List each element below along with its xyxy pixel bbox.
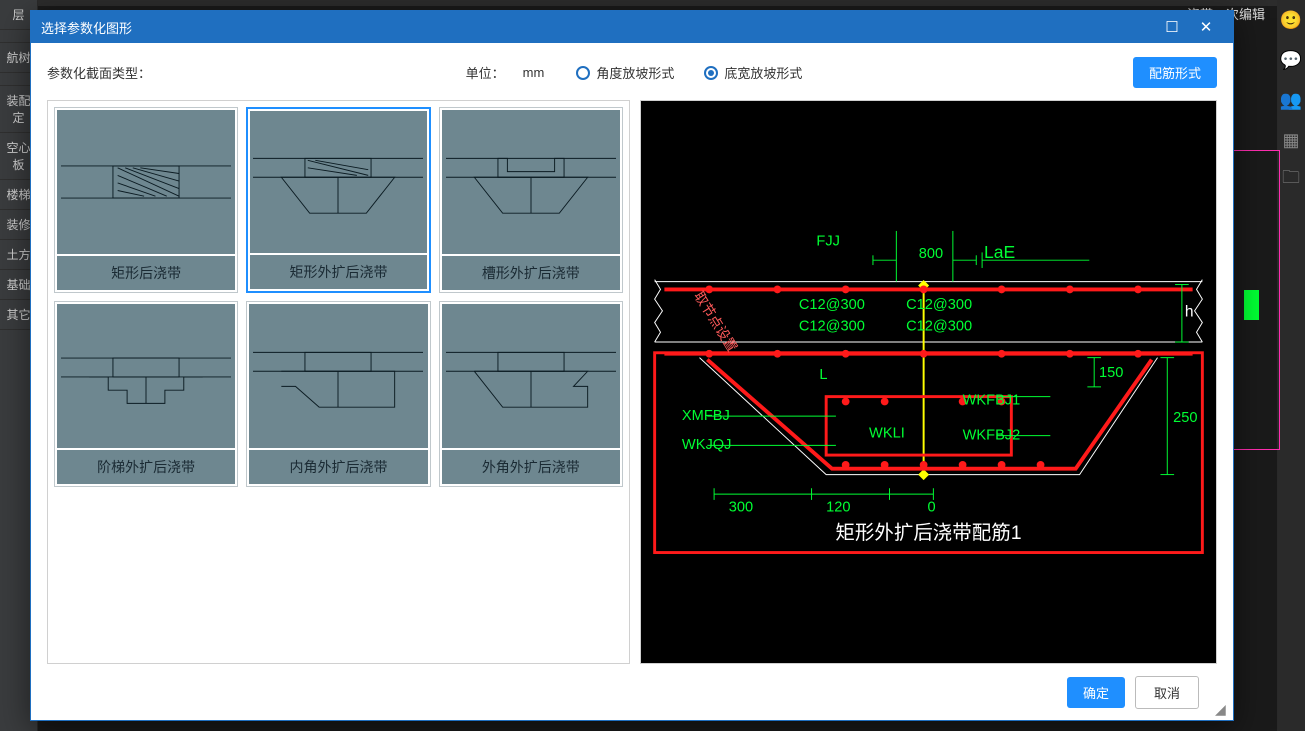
lbl-c12a: C12@300 [799, 297, 865, 313]
avatar-icon[interactable]: 🙂 [1277, 0, 1305, 40]
lbl-0: 0 [928, 500, 936, 516]
lbl-150: 150 [1099, 365, 1123, 381]
thumbnail-grid-panel: 矩形后浇带 矩形外扩后浇带 [47, 100, 630, 664]
radio-dot [704, 66, 718, 80]
radio-width-label: 底宽放坡形式 [724, 63, 802, 82]
lbl-800: 800 [919, 246, 943, 262]
cube-icon[interactable]: ▦ [1277, 120, 1305, 160]
radio-angle-slope[interactable]: 角度放坡形式 [576, 63, 674, 82]
thumb-caption: 阶梯外扩后浇带 [57, 450, 235, 484]
lbl-c12d: C12@300 [906, 318, 972, 334]
dialog-top-row: 参数化截面类型： 单位： mm 角度放坡形式 底宽放坡形式 配筋形式 [47, 57, 1217, 88]
thumb-step-ext[interactable]: 阶梯外扩后浇带 [54, 301, 238, 487]
radio-angle-label: 角度放坡形式 [596, 63, 674, 82]
cancel-button[interactable]: 取消 [1135, 676, 1199, 709]
thumb-rect[interactable]: 矩形后浇带 [54, 107, 238, 293]
thumb-rect-ext[interactable]: 矩形外扩后浇带 [246, 107, 430, 293]
group-icon[interactable]: 👥 [1277, 80, 1305, 120]
lbl-wkfbj2: WKFBJ2 [963, 428, 1021, 444]
thumb-inner-ext[interactable]: 内角外扩后浇带 [246, 301, 430, 487]
dialog-titlebar: 选择参数化图形 ☐ ✕ [31, 11, 1233, 43]
lbl-250: 250 [1173, 410, 1197, 426]
thumb-caption: 外角外扩后浇带 [442, 450, 620, 484]
thumb-caption: 内角外扩后浇带 [249, 450, 427, 484]
lbl-lae: LaE [984, 242, 1015, 262]
lbl-wkjqj: WKJQJ [682, 437, 732, 453]
thumb-caption: 矩形外扩后浇带 [250, 255, 426, 289]
unit-value: mm [523, 65, 545, 80]
lbl-wkfbj1: WKFBJ1 [963, 392, 1021, 408]
maximize-button[interactable]: ☐ [1155, 11, 1189, 43]
lbl-xmfbj: XMFBJ [682, 408, 730, 424]
preview-svg: FJJ 800 LaE C12@300 C12@300 C12@300 C12@… [641, 101, 1216, 663]
unit-label: 单位： [466, 63, 505, 82]
dialog-title: 选择参数化图形 [41, 18, 132, 37]
thumb-caption: 槽形外扩后浇带 [442, 256, 620, 290]
thumb-caption: 矩形后浇带 [57, 256, 235, 290]
chat-icon[interactable]: 💬 [1277, 40, 1305, 80]
close-button[interactable]: ✕ [1189, 11, 1223, 43]
dialog-main-split: 矩形后浇带 矩形外扩后浇带 [47, 100, 1217, 664]
lbl-c12c: C12@300 [799, 318, 865, 334]
right-toolstrip: 🙂 💬 👥 ▦ 🗀 [1277, 0, 1305, 731]
preview-title: 矩形外扩后浇带配筋1 [835, 522, 1021, 544]
folder-icon[interactable]: 🗀 [1277, 160, 1305, 200]
lbl-L: L [819, 367, 827, 383]
app-toolbar-bg [0, 0, 1305, 6]
radio-width-slope[interactable]: 底宽放坡形式 [704, 63, 802, 82]
radio-dot [576, 66, 590, 80]
thumbnail-grid: 矩形后浇带 矩形外扩后浇带 [50, 103, 627, 491]
lbl-wkli: WKLI [869, 426, 905, 442]
thumb-outer-ext[interactable]: 外角外扩后浇带 [439, 301, 623, 487]
resize-grip-icon[interactable]: ◢ [1215, 702, 1229, 716]
section-type-label: 参数化截面类型： [47, 63, 151, 82]
thumb-preview [57, 110, 235, 254]
lbl-h: h [1185, 304, 1194, 321]
rebar-style-button[interactable]: 配筋形式 [1133, 57, 1217, 88]
preview-panel: FJJ 800 LaE C12@300 C12@300 C12@300 C12@… [640, 100, 1217, 664]
ok-button[interactable]: 确定 [1067, 677, 1125, 708]
thumb-preview [250, 111, 426, 253]
thumb-preview [442, 304, 620, 448]
dialog-footer: 确定 取消 [47, 664, 1217, 720]
lbl-fjj: FJJ [816, 234, 840, 250]
thumb-preview [249, 304, 427, 448]
lbl-c12b: C12@300 [906, 297, 972, 313]
thumb-preview [442, 110, 620, 254]
thumb-trough-ext[interactable]: 槽形外扩后浇带 [439, 107, 623, 293]
param-shape-dialog: 选择参数化图形 ☐ ✕ 参数化截面类型： 单位： mm 角度放坡形式 底宽放坡形… [30, 10, 1234, 721]
thumb-preview [57, 304, 235, 448]
dialog-body: 参数化截面类型： 单位： mm 角度放坡形式 底宽放坡形式 配筋形式 [31, 43, 1233, 720]
lbl-300: 300 [729, 500, 753, 516]
lbl-120: 120 [826, 500, 850, 516]
bg-canvas-mark [1244, 290, 1259, 320]
